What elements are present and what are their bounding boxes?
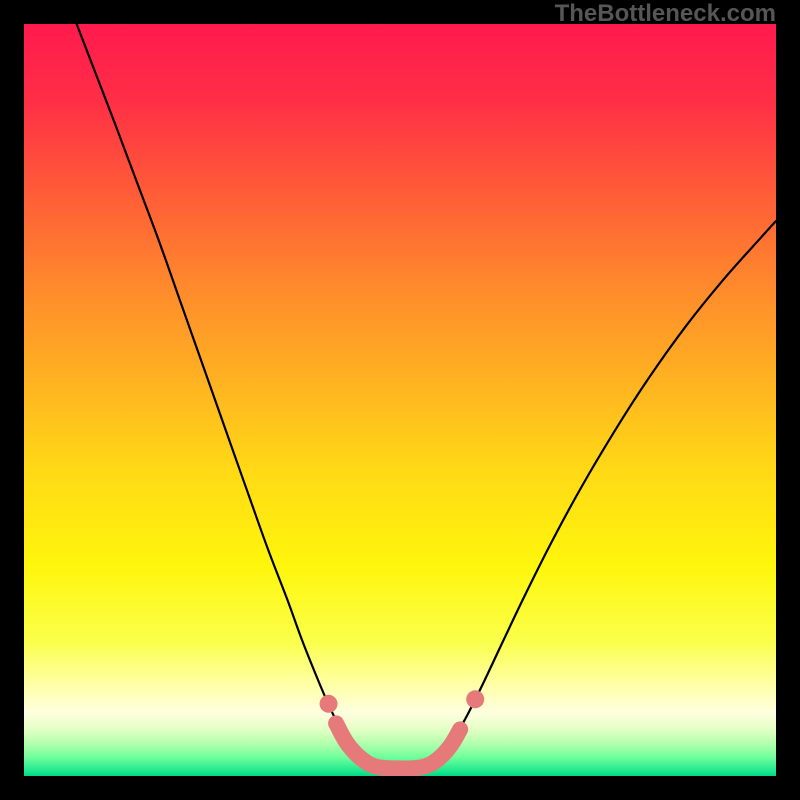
chart-plot-area	[24, 24, 776, 776]
range-endpoint-dot	[466, 690, 484, 708]
watermark-text: TheBottleneck.com	[555, 0, 776, 28]
range-endpoint-dot	[320, 695, 338, 713]
chart-frame	[24, 24, 776, 776]
marker-layer	[24, 24, 776, 776]
optimal-range-segment	[336, 723, 460, 768]
